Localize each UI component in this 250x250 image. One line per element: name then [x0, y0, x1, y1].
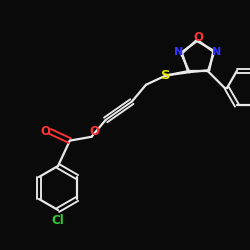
Text: O: O — [193, 31, 203, 44]
Text: N: N — [212, 47, 222, 57]
Text: O: O — [90, 125, 100, 138]
Text: Cl: Cl — [52, 214, 64, 226]
Text: O: O — [40, 125, 50, 138]
Text: S: S — [161, 69, 171, 82]
Text: N: N — [174, 47, 184, 57]
